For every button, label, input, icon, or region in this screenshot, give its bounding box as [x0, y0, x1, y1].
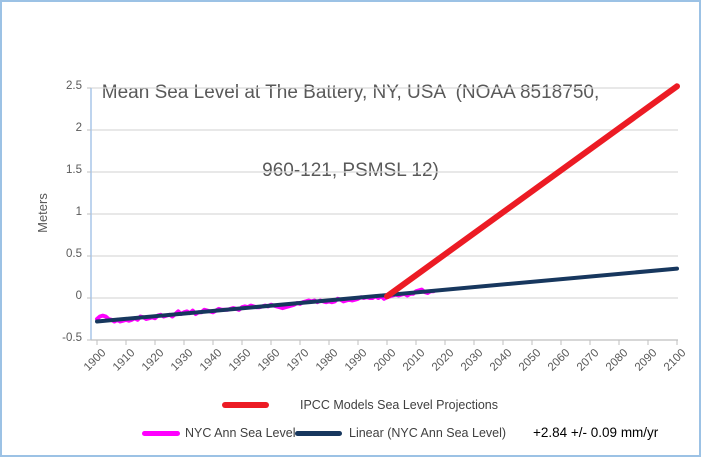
legend-label-nyc-ann-sea-level: NYC Ann Sea Level [185, 426, 296, 440]
y-tick-label: 2.5 [66, 80, 82, 92]
legend-label-ipcc-projections: IPCC Models Sea Level Projections [300, 398, 499, 412]
legend-swatch-nyc-ann-sea-level [142, 431, 180, 436]
chart-title: Mean Sea Level at The Battery, NY, USA (… [2, 28, 699, 236]
y-tick-label: 2 [75, 122, 82, 134]
legend-swatch-linear-trend [295, 431, 342, 436]
y-tick-label: -0.5 [62, 332, 82, 344]
y-tick-label: 0 [75, 290, 82, 302]
y-tick-label: 1 [75, 206, 82, 218]
chart-title-line1: Mean Sea Level at The Battery, NY, USA (… [101, 82, 600, 103]
y-tick-label: 0.5 [66, 248, 82, 260]
legend-swatch-ipcc-projections [222, 402, 269, 408]
legend-label-linear-trend: Linear (NYC Ann Sea Level) [349, 426, 507, 440]
series-line-ipcc-models-sea-level-projections [384, 83, 680, 300]
chart-title-line2: 960-121, PSMSL 12) [262, 160, 439, 181]
trend-rate-annotation: +2.84 +/- 0.09 mm/yr [533, 425, 659, 440]
y-tick-label: 1.5 [66, 164, 82, 176]
